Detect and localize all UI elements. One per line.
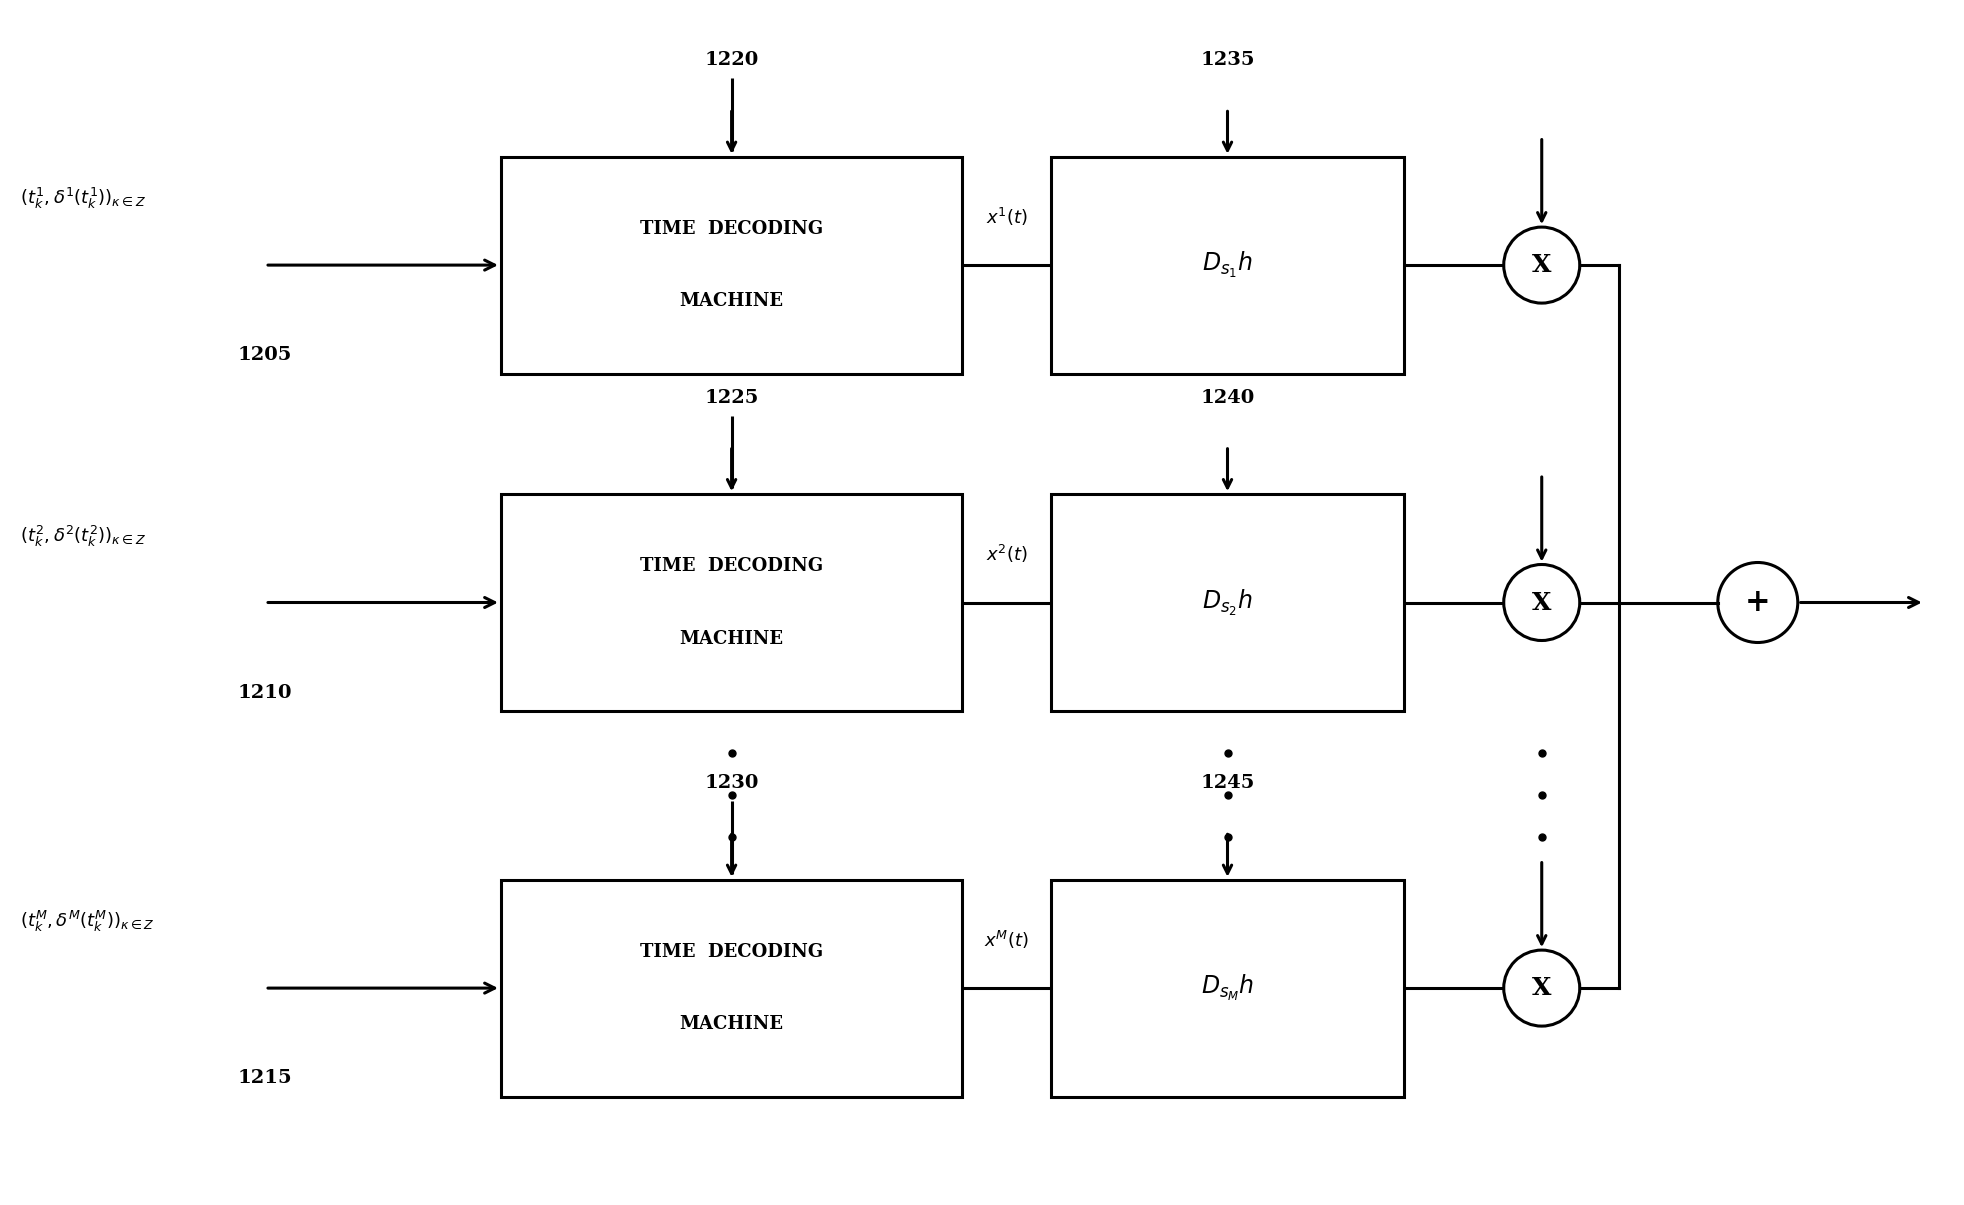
Text: 1225: 1225 xyxy=(705,389,758,406)
Text: $x^M(t)$: $x^M(t)$ xyxy=(984,929,1029,951)
Ellipse shape xyxy=(1718,563,1797,642)
Text: TIME  DECODING: TIME DECODING xyxy=(640,221,823,237)
FancyBboxPatch shape xyxy=(501,880,962,1097)
Text: MACHINE: MACHINE xyxy=(680,293,784,310)
Text: 1240: 1240 xyxy=(1200,389,1255,406)
FancyBboxPatch shape xyxy=(501,157,962,374)
Text: $D_{s_1}h$: $D_{s_1}h$ xyxy=(1202,249,1253,281)
Text: 1235: 1235 xyxy=(1200,52,1255,69)
Text: 1245: 1245 xyxy=(1200,775,1255,792)
Text: $x^2(t)$: $x^2(t)$ xyxy=(986,543,1027,565)
Text: TIME  DECODING: TIME DECODING xyxy=(640,944,823,960)
Text: $x^1(t)$: $x^1(t)$ xyxy=(986,206,1027,228)
Text: 1205: 1205 xyxy=(238,347,293,364)
Text: 1210: 1210 xyxy=(238,684,293,701)
Text: $(t_k^M, \delta^M(t_k^M))_{\kappa \in Z}$: $(t_k^M, \delta^M(t_k^M))_{\kappa \in Z}… xyxy=(20,910,155,934)
FancyBboxPatch shape xyxy=(1051,880,1404,1097)
Text: MACHINE: MACHINE xyxy=(680,1016,784,1033)
FancyBboxPatch shape xyxy=(1051,494,1404,711)
Ellipse shape xyxy=(1504,950,1579,1027)
Text: 1230: 1230 xyxy=(705,775,758,792)
Text: TIME  DECODING: TIME DECODING xyxy=(640,558,823,575)
Text: X: X xyxy=(1532,253,1552,277)
Text: 1220: 1220 xyxy=(705,52,758,69)
Text: 1215: 1215 xyxy=(238,1070,293,1087)
Text: $D_{s_2}h$: $D_{s_2}h$ xyxy=(1202,587,1253,618)
Text: X: X xyxy=(1532,976,1552,1000)
Text: X: X xyxy=(1532,590,1552,615)
FancyBboxPatch shape xyxy=(1051,157,1404,374)
Text: MACHINE: MACHINE xyxy=(680,630,784,647)
Ellipse shape xyxy=(1504,564,1579,641)
Text: $(t_k^1, \delta^1(t_k^1))_{\kappa \in Z}$: $(t_k^1, \delta^1(t_k^1))_{\kappa \in Z}… xyxy=(20,187,145,211)
FancyBboxPatch shape xyxy=(501,494,962,711)
Ellipse shape xyxy=(1504,227,1579,304)
Text: +: + xyxy=(1744,587,1772,618)
Text: $D_{s_M}h$: $D_{s_M}h$ xyxy=(1200,972,1255,1004)
Text: $(t_k^2, \delta^2(t_k^2))_{\kappa \in Z}$: $(t_k^2, \delta^2(t_k^2))_{\kappa \in Z}… xyxy=(20,524,145,548)
